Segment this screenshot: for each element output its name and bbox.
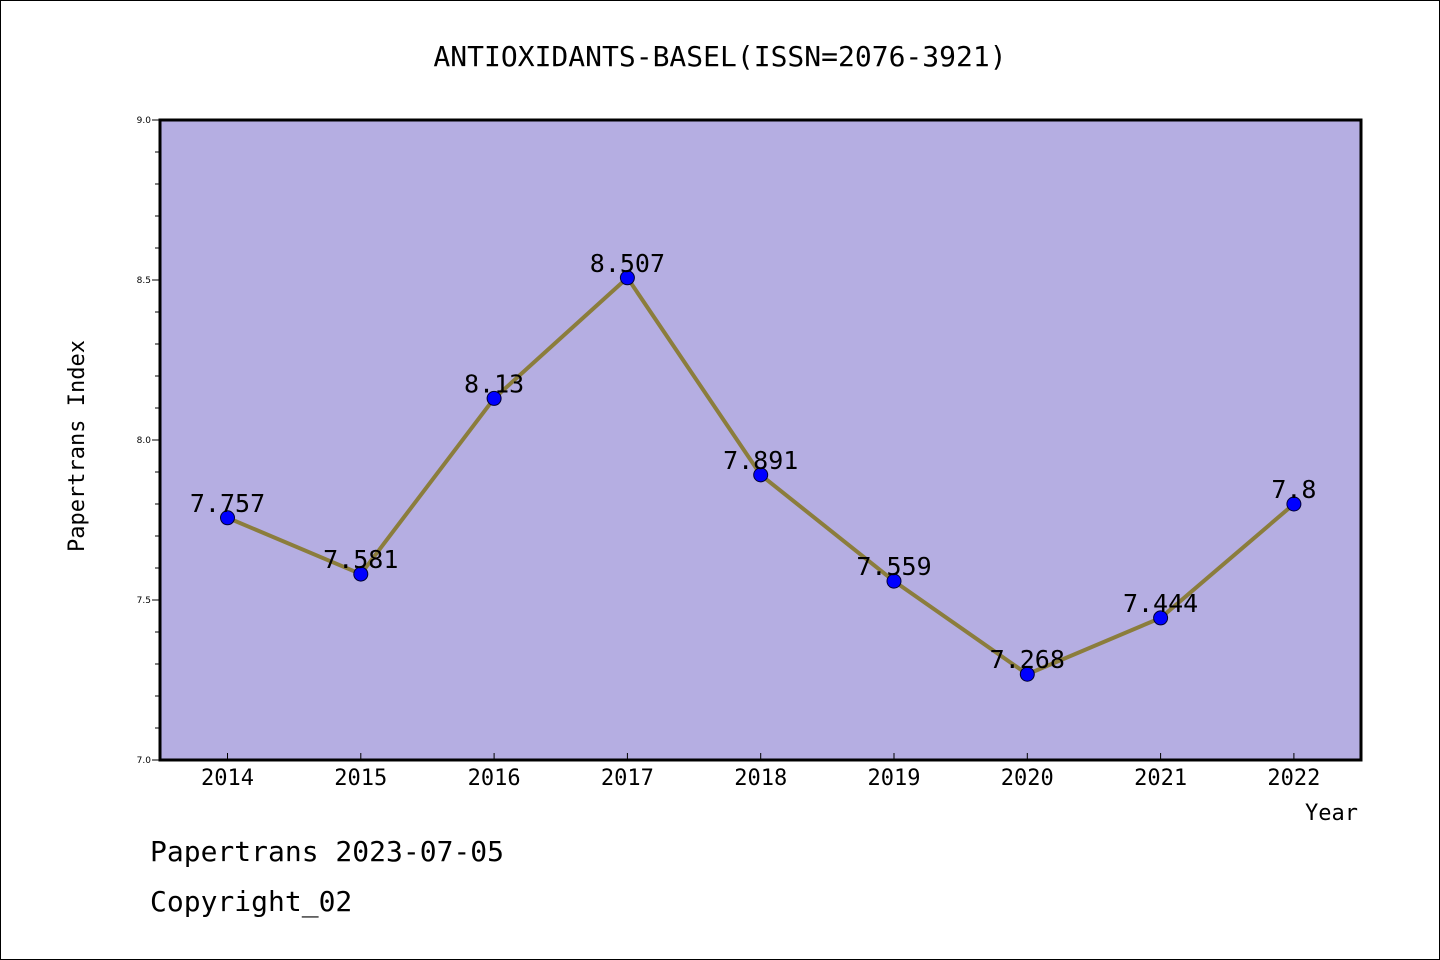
x-tick-label: 2017 [601,766,654,791]
y-tick-label: 7.0 [137,756,152,766]
data-label: 7.891 [723,446,798,475]
data-label: 7.444 [1123,589,1198,618]
x-tick-label: 2019 [868,766,921,791]
x-tick-label: 2020 [1001,766,1054,791]
x-axis: 2014 2015 2016 2017 2018 2019 2020 2021 2022 [201,753,1320,791]
plot-area [160,120,1361,760]
y-tick-label: 9.0 [137,116,152,126]
data-point [619,270,635,286]
data-point [753,467,769,483]
footer-date: Papertrans 2023-07-05 [150,835,505,868]
data-point [1286,496,1302,512]
x-tick-label: 2018 [734,766,787,791]
data-point [353,566,369,582]
data-label: 7.757 [190,489,265,518]
data-label: 7.581 [323,545,398,574]
x-tick-label: 2015 [334,766,387,791]
x-tick-label: 2021 [1134,766,1187,791]
data-point [886,573,902,589]
y-tick-label: 8.5 [137,276,151,286]
data-labels: 7.757 7.581 8.13 8.507 7.891 7.559 7.268 7.444 7… [190,249,1317,674]
data-label: 7.268 [990,645,1065,674]
y-tick-label: 7.5 [137,596,151,606]
data-point [1019,666,1035,682]
data-label: 7.8 [1271,475,1316,504]
chart-title: ANTIOXIDANTS-BASEL(ISSN=2076-3921) [433,40,1006,73]
data-point [1153,610,1169,626]
y-axis: 7.0 7.5 8.0 8.5 9.0 [137,116,160,766]
footer-copyright: Copyright_02 [150,885,353,918]
x-axis-label: Year [1305,801,1358,826]
y-tick-label: 8.0 [137,436,152,446]
data-point [220,510,235,526]
x-tick-label: 2022 [1267,766,1320,791]
data-label: 7.559 [856,552,931,581]
data-label: 8.507 [590,249,665,278]
y-axis-label: Papertrans Index [65,340,90,552]
data-label: 8.13 [464,369,524,398]
x-tick-label: 2014 [201,766,254,791]
data-points [220,270,1302,682]
x-tick-label: 2016 [468,766,521,791]
data-point [486,390,502,406]
plot-border [158,118,1363,762]
